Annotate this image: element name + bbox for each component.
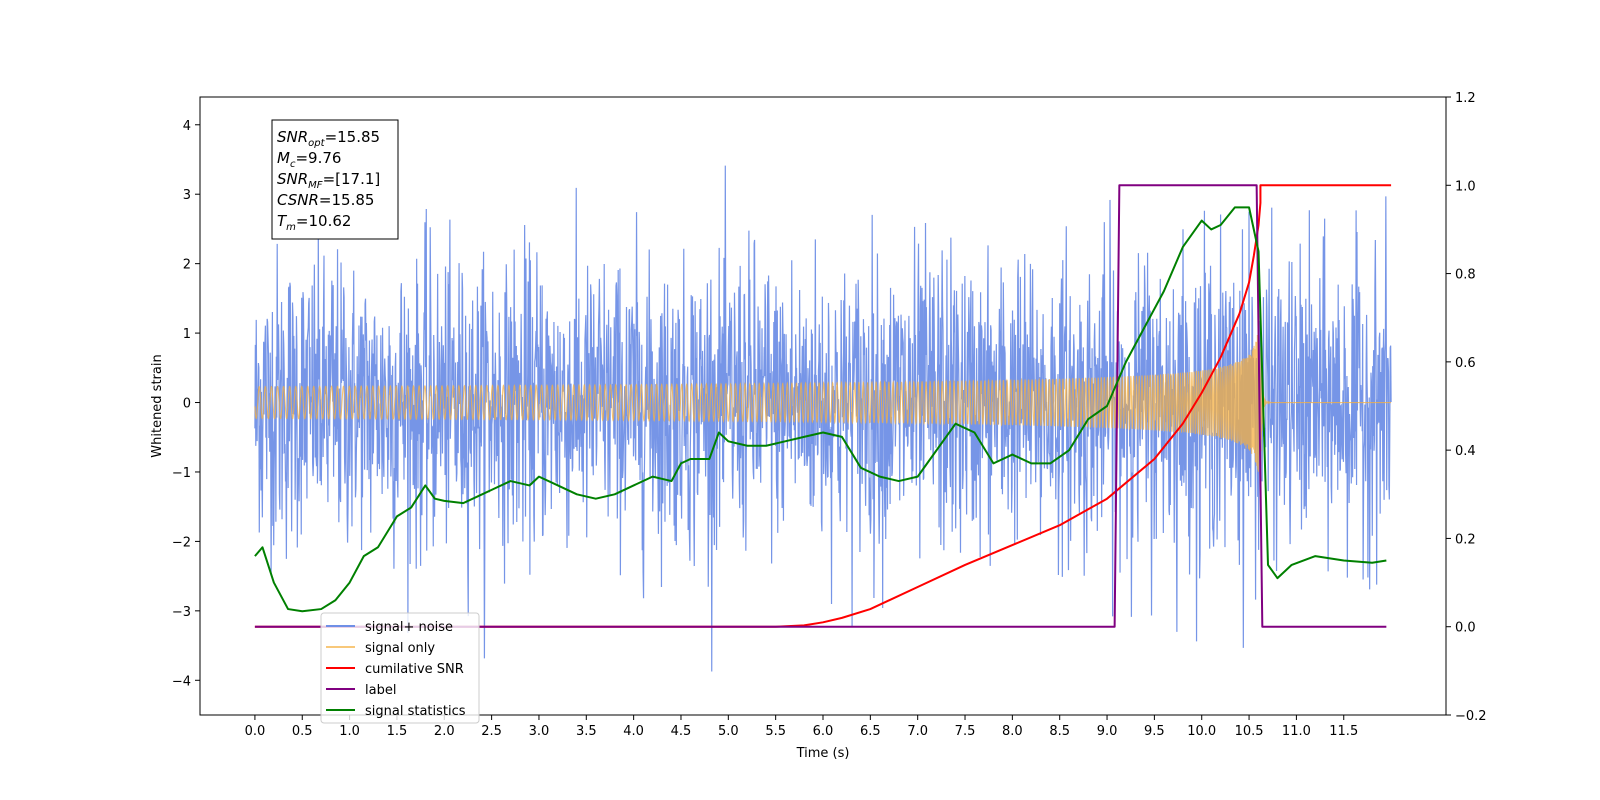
y-tick-label: 1 [183, 327, 191, 342]
legend-label: signal+ noise [365, 620, 453, 635]
x-tick-label: 0.0 [245, 724, 266, 739]
y-tick-label: −1 [172, 466, 191, 481]
y-tick-label: 2 [183, 258, 191, 273]
x-tick-label: 1.5 [387, 724, 408, 739]
y-tick-label: 3 [183, 188, 191, 203]
legend-label: label [365, 683, 396, 698]
y-tick-label: 4 [183, 119, 191, 134]
y2-tick-label: 0.8 [1455, 268, 1476, 283]
y-tick-label: −2 [172, 535, 191, 550]
series-signal-noise-line [254, 165, 1392, 672]
legend: signal+ noise signal only cumilative SNR la… [320, 612, 480, 724]
x-tick-label: 3.5 [576, 724, 597, 739]
x-tick-label: 7.5 [955, 724, 976, 739]
annotation-box: SNRopt=15.85Mc=9.76SNRMF=[17.1]CSNR=15.8… [271, 119, 399, 240]
y2-tick-label: −0.2 [1455, 709, 1487, 724]
x-tick-label: 10.5 [1235, 724, 1264, 739]
x-tick-label: 2.5 [481, 724, 502, 739]
x-tick-label: 9.0 [1097, 724, 1118, 739]
y2-tick-label: 0.2 [1455, 532, 1476, 547]
x-tick-label: 5.5 [765, 724, 786, 739]
y-tick-label: −3 [172, 605, 191, 620]
plot-area [254, 165, 1392, 672]
y2-tick-label: 0.6 [1455, 356, 1476, 371]
x-tick-label: 6.0 [813, 724, 834, 739]
y2-tick-label: 1.0 [1455, 179, 1476, 194]
annotation-line: Mc=9.76 [277, 149, 341, 170]
x-axis-label: Time (s) [796, 746, 850, 761]
series-signal-statistics-line [254, 206, 1387, 613]
legend-label: signal only [365, 641, 435, 656]
annotation-line: SNRMF=[17.1] [277, 170, 380, 191]
x-tick-label: 8.5 [1049, 724, 1070, 739]
x-tick-label: 11.5 [1329, 724, 1358, 739]
x-tick-label: 2.0 [434, 724, 455, 739]
x-tick-label: 11.0 [1282, 724, 1311, 739]
x-tick-label: 9.5 [1144, 724, 1165, 739]
y-tick-label: 0 [183, 397, 191, 412]
annotation-line: CSNR=15.85 [277, 191, 374, 209]
annotation-frame [271, 119, 399, 240]
x-tick-label: 6.5 [860, 724, 881, 739]
legend-label: signal statistics [365, 704, 466, 719]
y-tick-label: −4 [172, 674, 191, 689]
legend-frame [320, 612, 480, 724]
x-tick-label: 4.5 [671, 724, 692, 739]
x-tick-label: 7.0 [907, 724, 928, 739]
series-label-line [254, 184, 1387, 628]
y2-tick-label: 0.4 [1455, 444, 1476, 459]
series-signal-only-line [254, 334, 1392, 472]
annotation-line: Tm=10.62 [277, 212, 351, 233]
x-tick-label: 3.0 [529, 724, 550, 739]
y-axis-label: Whitened strain [150, 354, 165, 457]
x-tick-label: 10.0 [1187, 724, 1216, 739]
annotation-line: SNRopt=15.85 [277, 128, 380, 149]
x-tick-label: 4.0 [623, 724, 644, 739]
axes: 0.0 0.5 1.0 1.5 2.0 2.5 3.0 3.5 4.0 4.5 5.0 5.5 6.0 6… [172, 91, 1487, 739]
x-tick-label: 1.0 [339, 724, 360, 739]
y2-tick-label: 0.0 [1455, 621, 1476, 636]
legend-label: cumilative SNR [365, 662, 464, 677]
x-tick-label: 8.0 [1002, 724, 1023, 739]
y2-tick-label: 1.2 [1455, 91, 1476, 106]
x-tick-label: 0.5 [292, 724, 313, 739]
x-tick-label: 5.0 [718, 724, 739, 739]
